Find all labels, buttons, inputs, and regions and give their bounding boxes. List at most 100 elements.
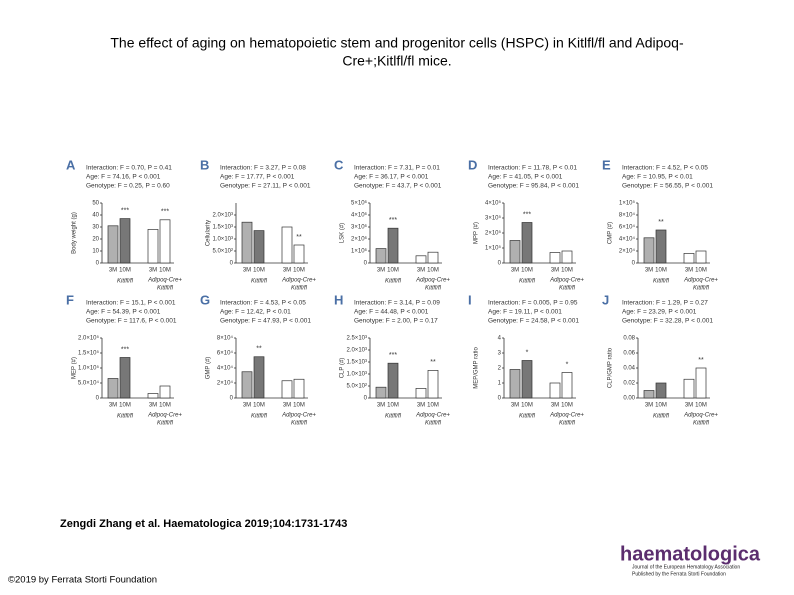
x-tick-label: 10M	[293, 403, 305, 409]
y-tick-label: 2×10⁶	[351, 236, 368, 243]
stat-line: Age: F = 19.11, P < 0.001	[488, 309, 562, 316]
bar	[643, 237, 655, 264]
y-tick-label: 2.5×10³	[346, 336, 367, 342]
y-tick-label: 1.0×10³	[212, 237, 233, 243]
x-tick-label: 3M	[685, 403, 693, 409]
group-label: Kitlfl/fl	[291, 286, 308, 292]
significance: ***	[121, 346, 129, 353]
y-tick-label: 40	[92, 213, 99, 219]
x-tick-label: 10M	[655, 403, 667, 409]
panel-letter: J	[602, 292, 609, 307]
group-label: Kitlfl/fl	[117, 414, 134, 420]
group-label: Kitlfl/fl	[117, 279, 134, 285]
stat-line: Age: F = 12.42, P < 0.01	[220, 309, 291, 316]
group-label: Adipoq-Cre+	[281, 413, 316, 419]
group-label: Kitlfl/fl	[385, 279, 402, 285]
stat-line: Genotype: F = 95.84, P < 0.001	[488, 183, 579, 190]
y-axis-label: Cellularity	[206, 220, 212, 246]
x-tick-label: 3M	[243, 268, 251, 274]
x-tick-label: 10M	[159, 403, 171, 409]
y-tick-label: 2×10⁴	[217, 380, 234, 387]
y-tick-label: 0	[230, 261, 234, 267]
x-tick-label: 3M	[417, 268, 425, 274]
bar	[643, 390, 655, 399]
significance: *	[566, 361, 569, 368]
bar	[695, 367, 707, 399]
group-label: Kitlfl/fl	[559, 286, 576, 292]
y-tick-label: 0	[96, 396, 100, 402]
stat-line: Age: F = 23.29, P < 0.001	[622, 309, 697, 316]
y-axis-label: MPP (#)	[474, 222, 480, 244]
bar	[159, 385, 171, 399]
y-axis-label: Body weight (g)	[72, 212, 78, 254]
stat-line: Age: F = 36.17, P < 0.001	[354, 174, 429, 181]
y-axis-label: CLP/GMP ratio	[608, 347, 614, 388]
bar	[159, 219, 171, 264]
y-tick-label: 4×10⁵	[485, 200, 502, 207]
x-tick-label: 3M	[109, 403, 117, 409]
significance: **	[296, 234, 302, 241]
bar	[107, 225, 119, 264]
y-tick-label: 4×10⁴	[217, 365, 234, 372]
x-tick-label: 10M	[119, 268, 131, 274]
x-tick-label: 3M	[645, 403, 653, 409]
y-axis-label: CLP (#)	[340, 358, 346, 379]
x-tick-label: 10M	[293, 268, 305, 274]
group-label: Adipoq-Cre+	[147, 413, 182, 419]
group-label: Kitlfl/fl	[157, 421, 174, 427]
y-axis-label: LSK (#)	[340, 223, 346, 243]
bar	[427, 251, 439, 264]
stat-line: Interaction: F = 15.1, P < 0.001	[86, 300, 176, 307]
significance: **	[698, 357, 704, 364]
bar	[375, 386, 387, 399]
bar	[655, 382, 667, 399]
stat-line: Age: F = 10.95, P < 0.01	[622, 174, 693, 181]
stat-line: Age: F = 74.16, P < 0.001	[86, 174, 161, 181]
y-axis-label: MEP/GMP ratio	[474, 347, 480, 389]
x-tick-label: 3M	[645, 268, 653, 274]
bar	[427, 370, 439, 399]
bar	[695, 250, 707, 264]
y-tick-label: 5.0×10²	[346, 384, 367, 390]
logo-text: Journal of the European Hematology Assoc…	[632, 564, 740, 570]
y-axis-label: MEP (#)	[72, 357, 78, 379]
title-line: The effect of aging on hematopoietic ste…	[110, 35, 684, 51]
bar	[387, 362, 399, 399]
bar	[375, 248, 387, 264]
x-tick-label: 3M	[377, 403, 385, 409]
bar	[509, 369, 521, 399]
bar	[293, 378, 305, 399]
y-tick-label: 0.02	[623, 381, 635, 387]
bar	[521, 360, 533, 399]
x-tick-label: 3M	[149, 403, 157, 409]
x-tick-label: 10M	[521, 268, 533, 274]
stat-line: Age: F = 41.05, P < 0.001	[488, 174, 563, 181]
y-axis-label: CMP (#)	[608, 222, 614, 244]
stat-line: Interaction: F = 1.29, P = 0.27	[622, 300, 708, 307]
y-tick-label: 0	[230, 396, 234, 402]
y-tick-label: 10	[92, 249, 99, 255]
bar	[119, 218, 131, 264]
x-tick-label: 3M	[109, 268, 117, 274]
group-label: Kitlfl/fl	[385, 414, 402, 420]
y-tick-label: 1.0×10³	[346, 372, 367, 378]
x-tick-label: 3M	[685, 268, 693, 274]
group-label: Adipoq-Cre+	[147, 278, 182, 284]
group-label: Kitlfl/fl	[425, 421, 442, 427]
y-tick-label: 4×10⁴	[619, 236, 636, 243]
x-tick-label: 3M	[283, 268, 291, 274]
group-label: Adipoq-Cre+	[415, 278, 450, 284]
panel-letter: B	[200, 157, 209, 172]
y-tick-label: 0	[96, 261, 100, 267]
significance: **	[430, 359, 436, 366]
y-tick-label: 3	[498, 351, 502, 357]
group-label: Kitlfl/fl	[653, 414, 670, 420]
panel-letter: A	[66, 157, 76, 172]
logo-text: Published by the Ferrata Storti Foundati…	[632, 571, 726, 577]
y-tick-label: 8×10⁴	[619, 212, 636, 219]
y-tick-label: 2	[498, 366, 502, 372]
group-label: Adipoq-Cre+	[549, 278, 584, 284]
bar	[293, 244, 305, 264]
